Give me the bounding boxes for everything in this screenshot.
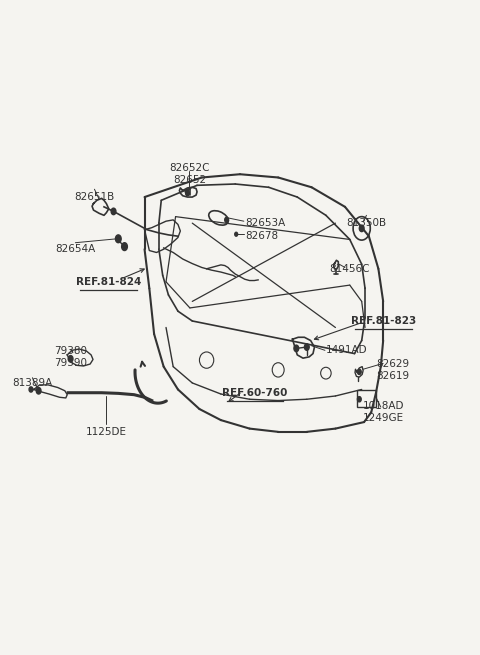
Circle shape [121, 243, 127, 251]
Circle shape [235, 233, 238, 236]
Text: 82654A: 82654A [55, 244, 96, 254]
Text: 1491AD: 1491AD [326, 345, 368, 355]
Circle shape [360, 225, 364, 232]
Circle shape [225, 217, 228, 223]
Text: 82651B: 82651B [74, 192, 115, 202]
Circle shape [358, 397, 361, 402]
Text: 82653A: 82653A [245, 218, 285, 228]
Text: 79380
79390: 79380 79390 [54, 346, 87, 367]
Circle shape [294, 345, 299, 352]
Circle shape [36, 388, 41, 394]
Text: 82678: 82678 [245, 231, 278, 241]
Text: 1018AD
1249GE: 1018AD 1249GE [362, 402, 404, 423]
Text: 81350B: 81350B [347, 218, 386, 228]
Circle shape [116, 235, 121, 243]
Text: REF.81-824: REF.81-824 [76, 277, 142, 287]
Circle shape [68, 356, 73, 362]
Text: 81456C: 81456C [329, 264, 370, 274]
Text: REF.60-760: REF.60-760 [222, 388, 287, 398]
Circle shape [29, 387, 33, 392]
Text: 82652C
82652: 82652C 82652 [169, 164, 210, 185]
Text: REF.81-823: REF.81-823 [350, 316, 416, 326]
Text: 1125DE: 1125DE [86, 427, 127, 437]
Text: 82629
82619: 82629 82619 [376, 359, 409, 381]
Circle shape [358, 369, 361, 375]
Circle shape [111, 208, 116, 215]
Circle shape [304, 344, 309, 350]
Text: 81389A: 81389A [12, 378, 52, 388]
Circle shape [186, 191, 190, 196]
